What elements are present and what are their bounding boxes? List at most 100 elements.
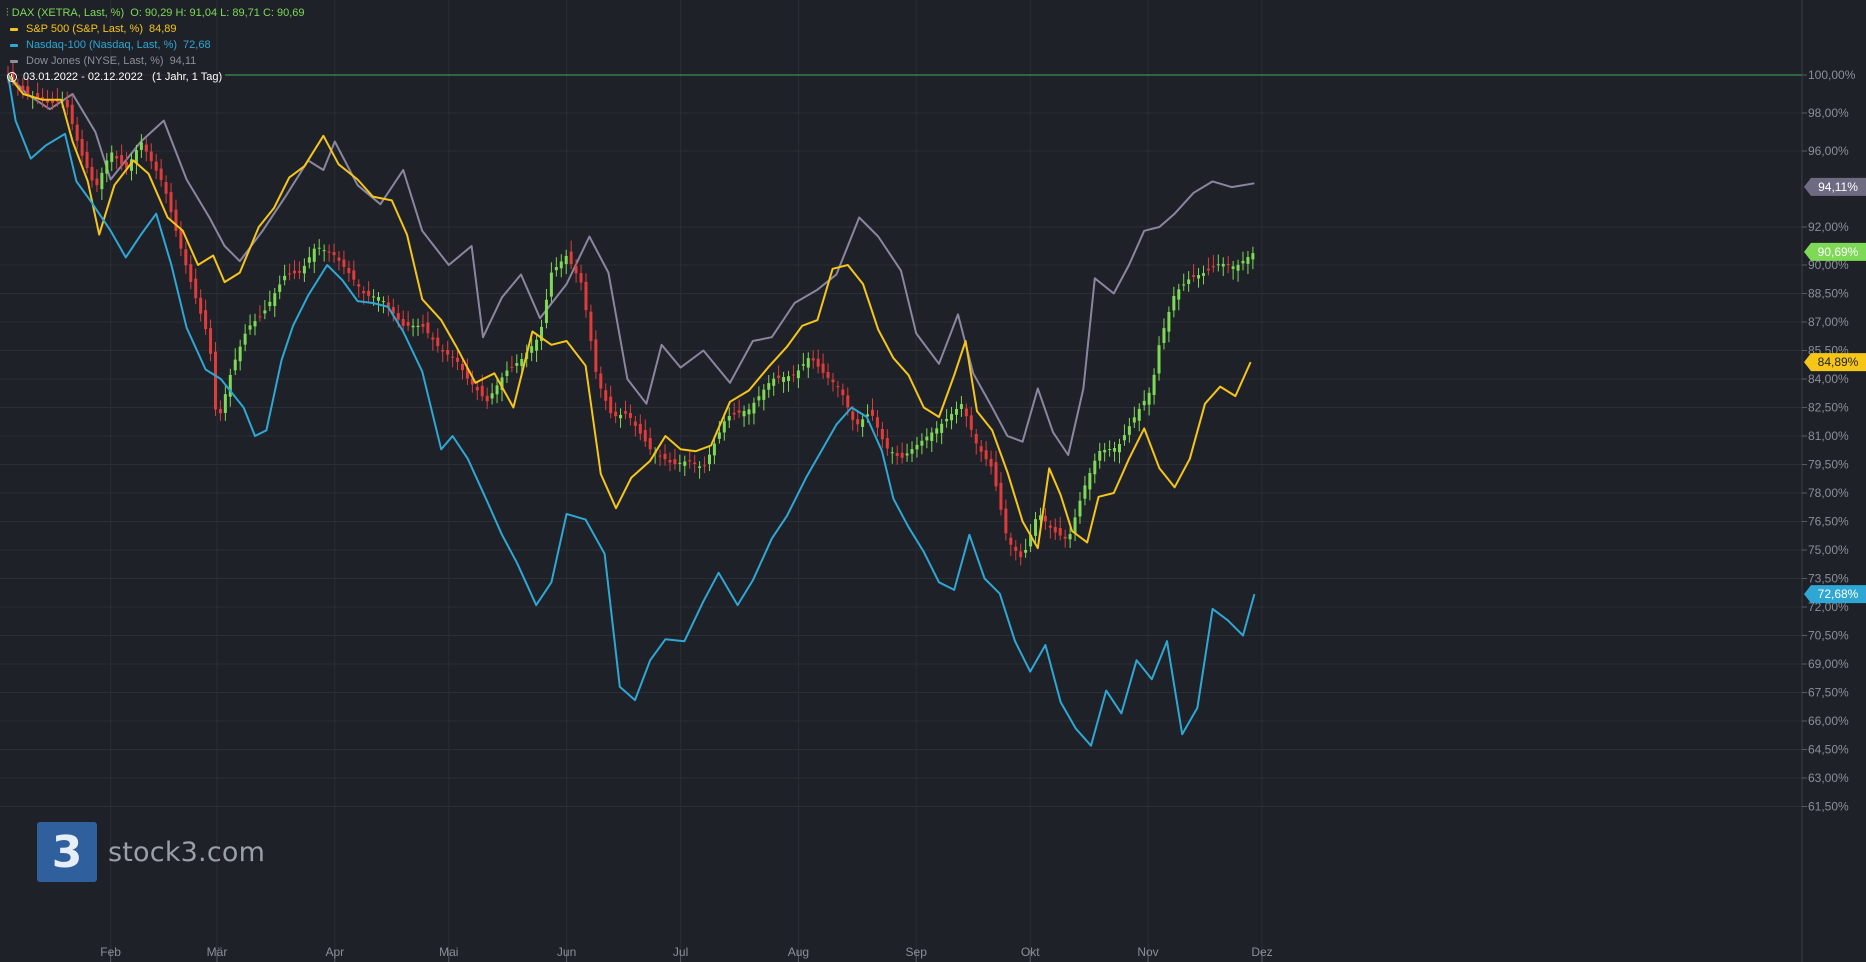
last-value-tags: 94,11% 90,69% 84,89% 72,68%: [1804, 177, 1866, 604]
candle-body: [1043, 515, 1047, 522]
legend-item-value: 84,89: [149, 23, 177, 35]
candle: [1226, 255, 1230, 274]
candle: [209, 319, 213, 362]
candle: [278, 275, 282, 300]
candle: [1147, 387, 1151, 416]
candle: [174, 199, 178, 238]
candle-body: [925, 436, 929, 441]
candle: [994, 450, 998, 492]
x-tick-label: Aug: [788, 945, 809, 959]
candle-body: [490, 393, 494, 399]
legend-item-nasdaq[interactable]: Nasdaq-100 (Nasdaq, Last, %) 72,68: [6, 37, 305, 53]
candle-body: [90, 166, 94, 181]
candle-body: [510, 366, 514, 368]
y-tick-label: 75,00%: [1808, 543, 1849, 557]
candle-body: [352, 270, 356, 280]
candle-body: [564, 255, 568, 265]
tag-label: 84,89%: [1818, 355, 1859, 369]
candle-body: [174, 209, 178, 231]
candle-body: [762, 389, 766, 400]
candle: [821, 353, 825, 379]
candle-body: [1058, 528, 1062, 536]
candle: [791, 365, 795, 383]
candle: [1078, 491, 1082, 524]
candle-body: [248, 325, 252, 330]
y-tick-label: 67,50%: [1808, 686, 1849, 700]
candle-body: [1226, 263, 1230, 266]
candle: [75, 116, 79, 150]
candle: [460, 357, 464, 380]
y-tick-label: 76,50%: [1808, 515, 1849, 529]
candle: [544, 288, 548, 329]
candle-body: [367, 290, 371, 296]
candle: [238, 339, 242, 371]
candle-body: [50, 100, 54, 103]
candle-body: [1088, 473, 1092, 490]
candle: [554, 257, 558, 277]
candle: [273, 288, 277, 318]
candle: [678, 454, 682, 472]
y-axis-right: 100,00% 98,00% 96,00% 92,00% 90,00% 88,50% 87,…: [1801, 0, 1856, 962]
candle-body: [737, 410, 741, 413]
candle: [1187, 271, 1191, 292]
candle: [456, 349, 460, 371]
y-tick-label: 72,00%: [1808, 600, 1849, 614]
candle: [105, 152, 109, 183]
candle-body: [880, 428, 884, 440]
candle: [530, 338, 534, 362]
candle: [510, 356, 514, 373]
candle-body: [559, 261, 563, 269]
legend-item-dax[interactable]: ⫶ DAX (XETRA, Last, %) O: 90,29 H: 91,04…: [6, 5, 305, 21]
candle-body: [505, 370, 509, 376]
candle: [875, 410, 879, 437]
candle-body: [199, 297, 203, 314]
candle: [950, 406, 954, 430]
candle-body: [1206, 268, 1210, 271]
candle: [268, 290, 272, 312]
candle-body: [347, 268, 351, 274]
candle-body: [95, 178, 99, 186]
candle-body: [495, 385, 499, 395]
candle: [253, 313, 257, 336]
candle-body: [218, 408, 222, 414]
tag-label: 90,69%: [1818, 245, 1859, 259]
candle: [801, 352, 805, 371]
candle: [772, 372, 776, 396]
candle: [134, 144, 138, 175]
candle-body: [1078, 500, 1082, 517]
candle-body: [747, 409, 751, 415]
candle: [984, 441, 988, 467]
candle-body: [243, 333, 247, 345]
x-tick-label: Jun: [557, 945, 576, 959]
candle-body: [1231, 266, 1235, 269]
candle: [663, 444, 667, 466]
y-tick-label: 79,50%: [1808, 458, 1849, 472]
candle: [1093, 453, 1097, 484]
candle-body: [26, 86, 30, 95]
candle-body: [288, 273, 292, 275]
x-tick-label: Nov: [1137, 945, 1158, 959]
candle-body: [782, 377, 786, 382]
candle-body: [1038, 515, 1042, 520]
candle-body: [36, 92, 40, 99]
legend-item-dowjones[interactable]: Dow Jones (NYSE, Last, %) 94,11: [6, 53, 305, 69]
candle-body: [1157, 345, 1161, 374]
candle: [475, 380, 479, 401]
candle: [317, 239, 321, 256]
candle-body: [698, 466, 702, 468]
candle-body: [233, 359, 237, 371]
candle-body: [712, 443, 716, 456]
candle: [243, 324, 247, 352]
legend-item-sp500[interactable]: S&P 500 (S&P, Last, %) 84,89: [6, 21, 305, 37]
candle: [411, 318, 415, 337]
candle: [386, 295, 390, 317]
candle-body: [411, 325, 415, 328]
candle: [85, 141, 89, 174]
series-line-nasdaq-100-nasdaq-last: [7, 74, 1256, 747]
candle: [293, 260, 297, 280]
candle: [367, 281, 371, 303]
candle: [1172, 286, 1176, 318]
candle-body: [1122, 435, 1126, 441]
period-label[interactable]: 03.01.2022 - 02.12.2022 (1 Jahr, 1 Tag): [6, 69, 305, 85]
